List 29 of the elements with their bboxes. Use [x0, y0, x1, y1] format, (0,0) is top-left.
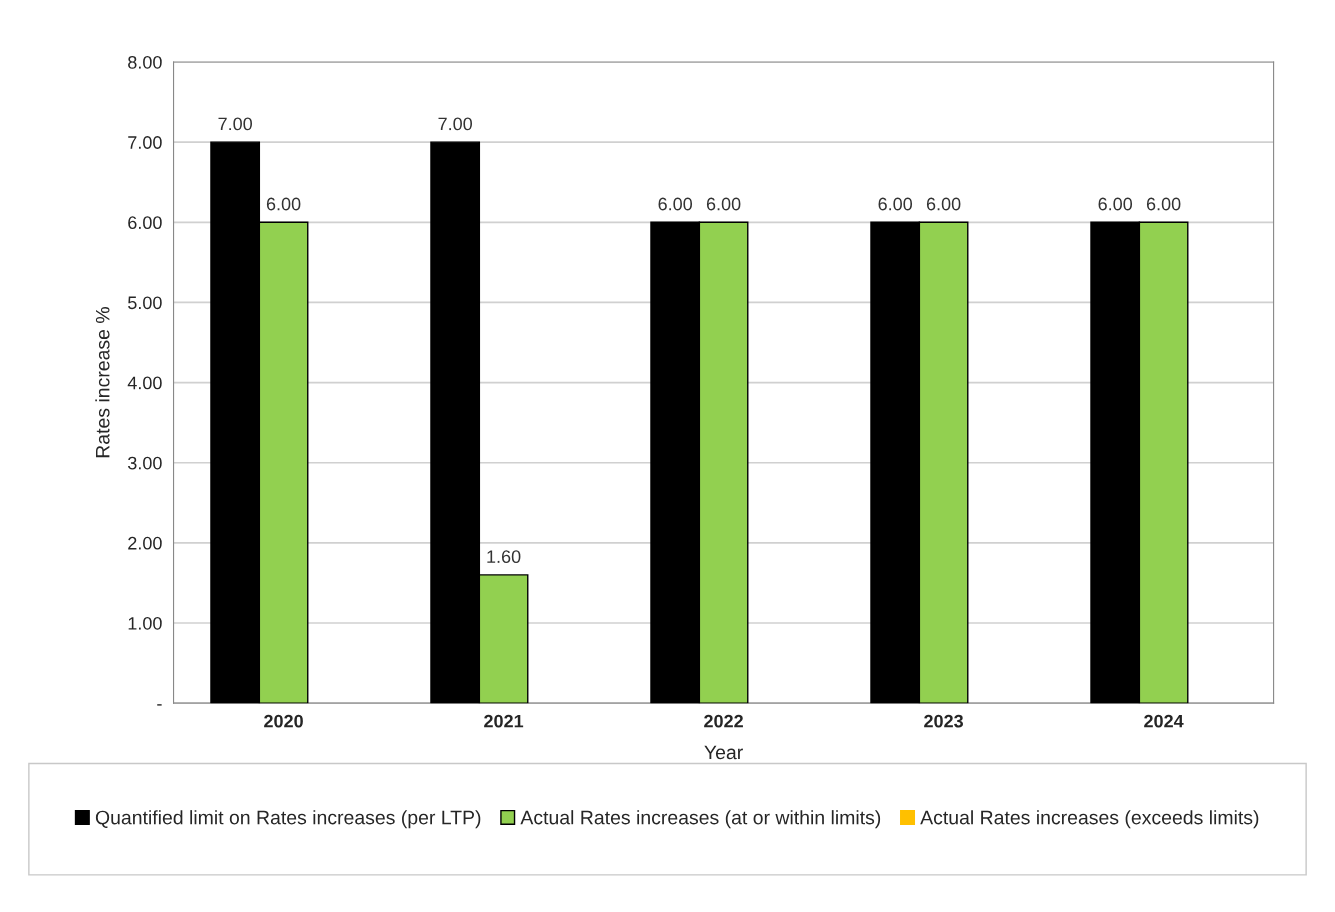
x-tick-label: 2020 — [264, 714, 303, 728]
data-label: 6.00 — [658, 197, 693, 211]
y-tick-label: 1.00 — [128, 616, 162, 630]
x-tick-label: 2023 — [924, 714, 964, 728]
legend-label: Actual Rates increases (exceeds limits) — [920, 810, 1259, 829]
x-tick-label: 2024 — [1144, 714, 1184, 728]
y-tick-label: 6.00 — [128, 216, 162, 230]
y-tick-label: 4.00 — [127, 376, 162, 390]
data-label: 6.00 — [1146, 197, 1181, 211]
y-tick-label: 8.00 — [128, 55, 162, 69]
y-tick-label: 7.00 — [128, 136, 162, 149]
x-axis-title: Year — [704, 745, 743, 760]
data-label: 1.60 — [487, 550, 521, 564]
y-tick-label: - — [157, 704, 162, 706]
y-tick-label: 5.00 — [128, 296, 162, 310]
x-tick-label: 2021 — [484, 714, 524, 728]
data-label: 6.00 — [706, 197, 741, 211]
data-label: 6.00 — [1098, 197, 1133, 211]
data-label: 6.00 — [878, 197, 913, 211]
y-tick-label: 3.00 — [127, 456, 162, 470]
legend-label: Quantified limit on Rates increases (per LTP) — [95, 810, 481, 829]
data-label: 7.00 — [438, 117, 473, 131]
legend-label: Actual Rates increases (at or within limits) — [520, 810, 881, 829]
data-label: 7.00 — [218, 117, 253, 131]
data-label: 6.00 — [926, 197, 961, 211]
x-tick-label: 2022 — [704, 714, 743, 728]
y-axis-title: Rates increase % — [95, 307, 110, 458]
data-label: 6.00 — [266, 197, 301, 211]
y-tick-label: 2.00 — [128, 536, 162, 550]
